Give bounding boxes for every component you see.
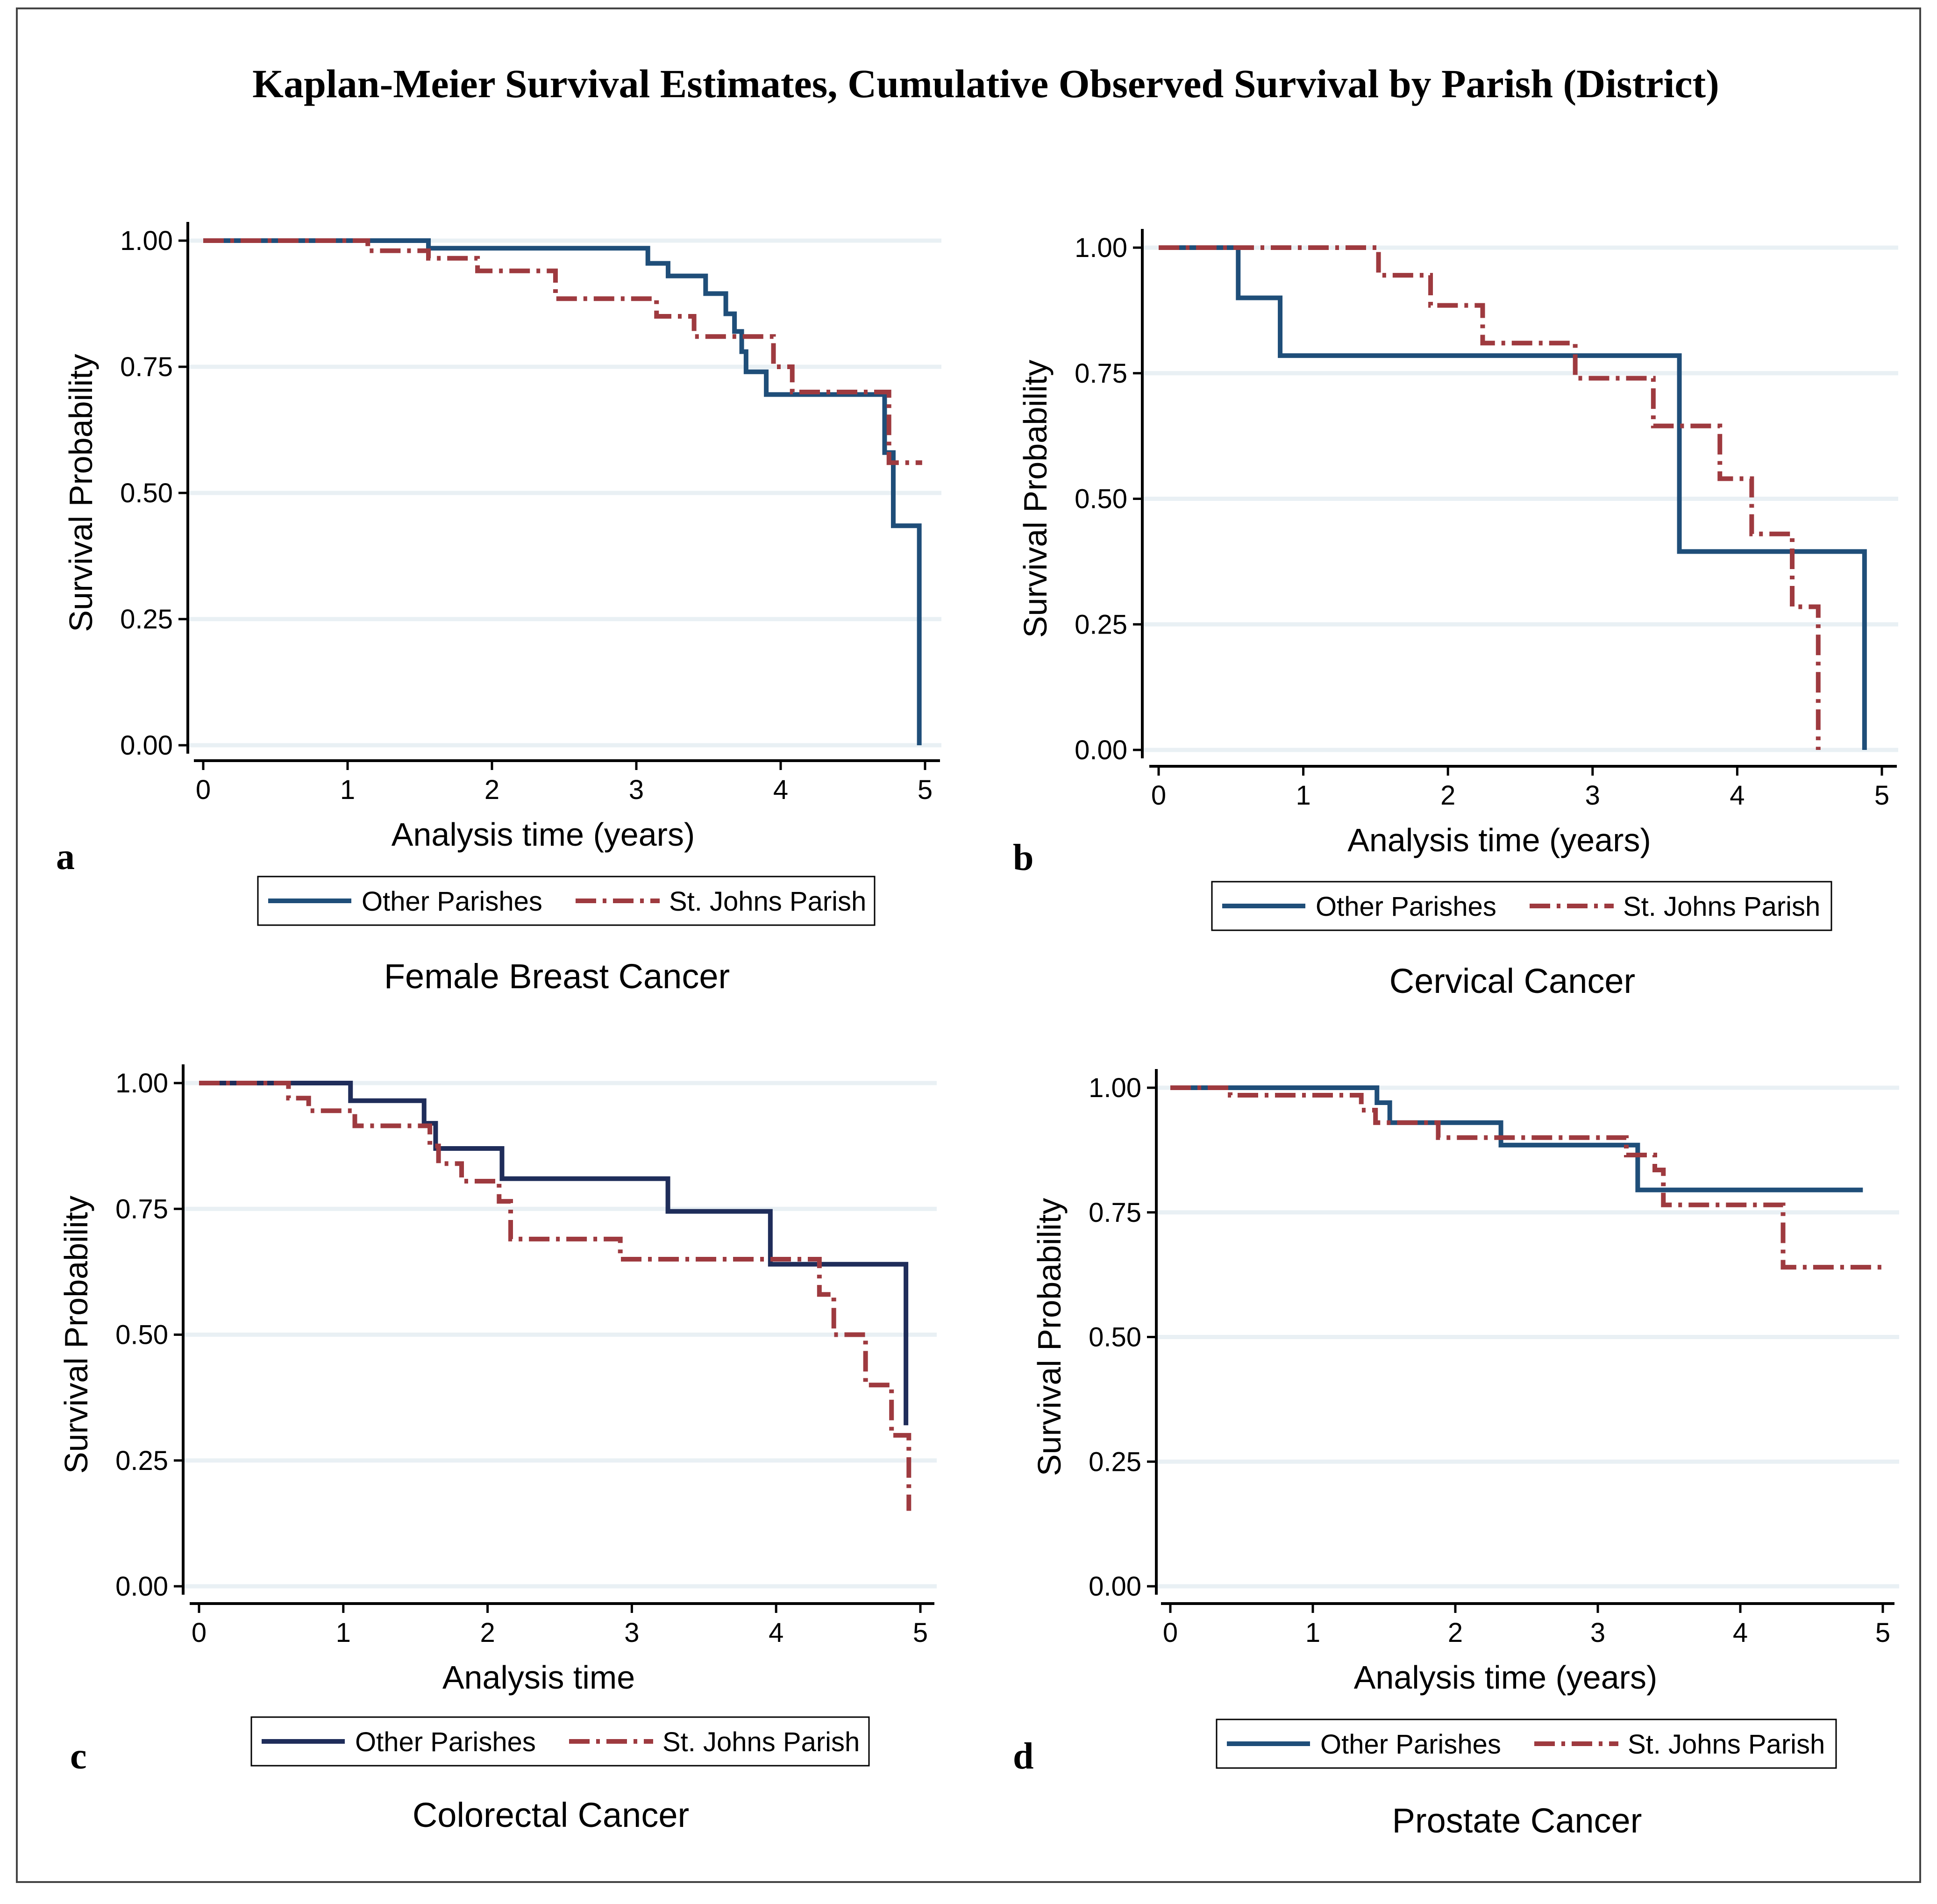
panel-title: Female Breast Cancer — [384, 957, 730, 996]
legend-label-st-johns-parish: St. Johns Parish — [669, 886, 866, 917]
x-tick-label: 3 — [629, 775, 644, 805]
y-tick-label: 1.00 — [120, 226, 173, 256]
y-tick-label: 0.75 — [1089, 1198, 1141, 1228]
y-tick-label: 0.25 — [115, 1446, 168, 1476]
y-tick-label: 0.75 — [120, 352, 173, 382]
y-tick-label: 0.50 — [120, 478, 173, 508]
legend-label-st-johns-parish: St. Johns Parish — [1628, 1729, 1825, 1760]
panel-c: 0.00 0.25 0.50 0.75 1.00 0 1 2 3 4 5 Survival Proba… — [58, 1064, 937, 1834]
y-axis-title: Survival Probability — [63, 354, 99, 632]
x-tick-label: 4 — [1733, 1618, 1748, 1648]
y-tick-label: 0.25 — [1075, 609, 1127, 640]
legend-box — [1216, 1719, 1837, 1769]
panel-letter: a — [56, 836, 75, 877]
y-axis-title: Survival Probability — [1031, 1198, 1068, 1476]
series-line-other-parishes — [203, 238, 922, 745]
x-tick-label: 0 — [192, 1618, 207, 1648]
x-tick-label: 2 — [484, 775, 499, 805]
legend: Other Parishes St. Johns Parish — [257, 876, 876, 926]
x-tick-label: 5 — [913, 1618, 928, 1648]
figure-frame — [16, 7, 1921, 1883]
x-tick-label: 1 — [1296, 780, 1310, 811]
legend-label-other-parishes: Other Parishes — [1316, 891, 1496, 922]
x-tick-label: 5 — [1875, 1618, 1890, 1648]
panel-d: 0.00 0.25 0.50 0.75 1.00 0 1 2 3 4 5 Survival Proba… — [1013, 1069, 1899, 1840]
panel-letter: c — [70, 1736, 87, 1777]
legend: Other Parishes St. Johns Parish — [1216, 1719, 1837, 1769]
y-tick-label: 0.75 — [1075, 358, 1127, 389]
series-line-other-parishes — [1170, 1085, 1863, 1192]
legend-label-other-parishes: Other Parishes — [362, 886, 542, 917]
x-tick-label: 3 — [624, 1618, 639, 1648]
legend-label-other-parishes: Other Parishes — [1320, 1729, 1501, 1760]
x-tick-label: 0 — [1163, 1618, 1178, 1648]
x-tick-label: 2 — [480, 1618, 495, 1648]
y-tick-label: 0.75 — [115, 1194, 168, 1224]
x-tick-label: 1 — [1305, 1618, 1320, 1648]
panel-title: Cervical Cancer — [1389, 962, 1635, 1000]
y-tick-label: 0.00 — [1075, 735, 1127, 765]
x-tick-label: 2 — [1440, 780, 1455, 811]
x-tick-label: 1 — [340, 775, 355, 805]
legend-label-st-johns-parish: St. Johns Parish — [662, 1727, 860, 1757]
y-tick-label: 0.25 — [120, 604, 173, 635]
panel-title: Colorectal Cancer — [413, 1796, 689, 1834]
x-tick-label: 3 — [1590, 1618, 1605, 1648]
y-tick-label: 0.00 — [115, 1571, 168, 1602]
y-tick-label: 1.00 — [1075, 233, 1127, 263]
legend-box — [257, 876, 876, 926]
legend-box — [1211, 881, 1832, 931]
x-tick-label: 2 — [1448, 1618, 1463, 1648]
panel-b: 0.00 0.25 0.50 0.75 1.00 0 1 2 3 4 5 Survival Proba… — [1013, 229, 1898, 1000]
legend-box — [250, 1716, 870, 1767]
x-axis-title: Analysis time (years) — [1347, 822, 1651, 858]
x-tick-label: 4 — [1730, 780, 1745, 811]
x-tick-label: 5 — [1874, 780, 1889, 811]
panel-letter: d — [1013, 1736, 1034, 1777]
series-line-st-johns-parish — [1170, 1085, 1883, 1270]
y-tick-label: 0.50 — [115, 1320, 168, 1350]
figure-title: Kaplan-Meier Survival Estimates, Cumulat… — [252, 61, 1719, 106]
legend-label-st-johns-parish: St. Johns Parish — [1623, 891, 1820, 922]
x-tick-label: 4 — [773, 775, 788, 805]
series-line-st-johns-parish — [1159, 245, 1821, 750]
legend: Other Parishes St. Johns Parish — [1211, 881, 1832, 931]
legend: Other Parishes St. Johns Parish — [250, 1716, 870, 1767]
y-tick-label: 1.00 — [115, 1068, 168, 1098]
x-axis-title: Analysis time (years) — [392, 816, 695, 853]
series-line-st-johns-parish — [203, 238, 922, 465]
y-tick-label: 0.50 — [1089, 1322, 1141, 1353]
y-tick-label: 1.00 — [1089, 1073, 1141, 1103]
y-axis-title: Survival Probability — [58, 1196, 94, 1474]
y-tick-label: 0.50 — [1075, 484, 1127, 514]
panel-letter: b — [1013, 837, 1034, 878]
y-axis-title: Survival Probability — [1017, 360, 1054, 638]
x-tick-label: 3 — [1585, 780, 1600, 811]
series-line-other-parishes — [199, 1081, 909, 1426]
x-tick-label: 5 — [918, 775, 933, 805]
x-tick-label: 0 — [1151, 780, 1166, 811]
x-tick-label: 0 — [196, 775, 211, 805]
series-line-other-parishes — [1159, 245, 1867, 750]
panel-a: 0.00 0.25 0.50 0.75 1.00 0 1 2 3 4 5 Survival Proba… — [56, 222, 941, 996]
x-axis-title: Analysis time — [442, 1659, 635, 1696]
panel-title: Prostate Cancer — [1392, 1801, 1642, 1840]
y-tick-label: 0.25 — [1089, 1447, 1141, 1477]
x-axis-title: Analysis time (years) — [1354, 1659, 1658, 1696]
x-tick-label: 1 — [336, 1618, 351, 1648]
y-tick-label: 0.00 — [120, 730, 173, 761]
x-tick-label: 4 — [769, 1618, 783, 1648]
series-line-st-johns-parish — [199, 1081, 912, 1511]
legend-label-other-parishes: Other Parishes — [355, 1727, 536, 1757]
y-tick-label: 0.00 — [1089, 1571, 1141, 1602]
